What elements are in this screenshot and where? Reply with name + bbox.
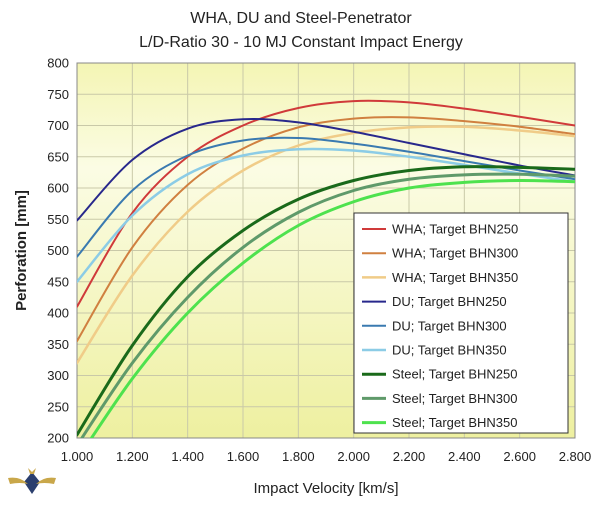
y-tick-label: 700 [47,118,69,133]
legend-label: WHA; Target BHN250 [392,222,518,237]
chart-subtitle: L/D-Ratio 30 - 10 MJ Constant Impact Ene… [139,34,463,51]
legend-box [353,212,569,434]
x-tick-label: 2.800 [559,449,592,464]
emblem-logo [8,468,56,494]
y-tick-label: 550 [47,212,69,227]
legend-label: WHA; Target BHN300 [392,246,518,261]
legend-label: WHA; Target BHN350 [392,270,518,285]
series-line-wha-target-bhn350 [77,125,575,365]
series-line-wha-target-bhn300 [77,116,575,343]
series-line-wha-target-bhn250 [77,99,575,308]
y-tick-label: 350 [47,337,69,352]
legend-label: DU; Target BHN350 [392,343,507,358]
x-tick-label: 1.000 [61,449,94,464]
chart-title: WHA, DU and Steel-Penetrator [190,10,412,27]
x-axis-label: Impact Velocity [km/s] [253,480,398,497]
series-line-steel-target-bhn300 [80,172,575,438]
x-tick-label: 1.200 [116,449,149,464]
y-axis-label: Perforation [mm] [13,190,30,311]
legend-label: Steel; Target BHN250 [392,367,518,382]
legend-label: Steel; Target BHN300 [392,391,518,406]
x-tick-label: 2.600 [503,449,536,464]
legend-label: DU; Target BHN300 [392,318,507,333]
series-group [77,99,575,438]
x-tick-label: 2.000 [337,449,370,464]
x-tick-label: 1.600 [227,449,260,464]
legend-label: Steel; Target BHN350 [392,415,518,430]
y-tick-label: 600 [47,181,69,196]
x-tick-label: 1.800 [282,449,315,464]
y-tick-label: 250 [47,399,69,414]
y-tick-label: 300 [47,368,69,383]
series-line-du-target-bhn250 [77,118,575,222]
y-tick-label: 750 [47,87,69,102]
y-tick-label: 200 [47,431,69,446]
series-line-steel-target-bhn250 [77,165,575,437]
plot-border [76,62,576,439]
y-tick-label: 500 [47,243,69,258]
x-tick-label: 1.400 [171,449,204,464]
legend-label: DU; Target BHN250 [392,294,507,309]
y-tick-label: 650 [47,149,69,164]
y-tick-label: 800 [47,56,69,71]
series-line-steel-target-bhn350 [89,178,575,438]
series-line-du-target-bhn350 [77,147,575,283]
y-tick-label: 450 [47,274,69,289]
x-tick-label: 2.400 [448,449,481,464]
y-tick-label: 400 [47,306,69,321]
x-tick-label: 2.200 [393,449,426,464]
